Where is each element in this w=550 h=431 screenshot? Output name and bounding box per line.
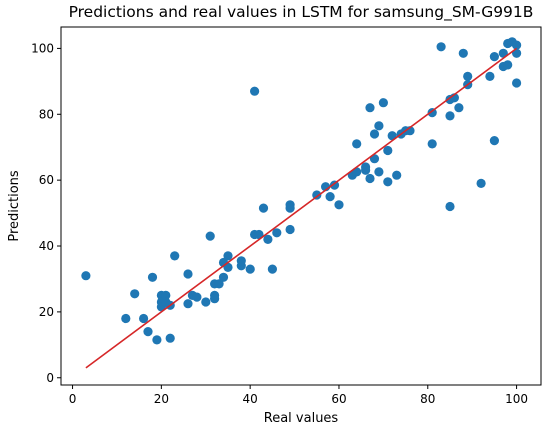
- scatter-point: [476, 178, 486, 188]
- scatter-point: [511, 40, 522, 50]
- scatter-point: [378, 98, 388, 108]
- scatter-point: [427, 108, 437, 118]
- scatter-point: [192, 292, 202, 302]
- scatter-point: [285, 224, 295, 235]
- scatter-point: [445, 111, 455, 121]
- scatter-point: [445, 201, 455, 212]
- x-tick-label: 0: [69, 392, 77, 406]
- scatter-point: [263, 234, 273, 244]
- y-tick-label: 0: [46, 371, 54, 385]
- scatter-point: [312, 190, 322, 200]
- scatter-point: [463, 71, 473, 81]
- x-tick-label: 20: [154, 392, 169, 406]
- scatter-point: [365, 173, 375, 184]
- x-tick-label: 80: [420, 392, 435, 406]
- plot-frame: [60, 26, 542, 386]
- scatter-point: [139, 313, 149, 324]
- y-tick-label: 40: [39, 239, 54, 253]
- y-tick-label: 60: [39, 173, 54, 187]
- x-tick-label: 40: [243, 392, 258, 406]
- scatter-point: [436, 42, 446, 52]
- scatter-point: [205, 231, 215, 241]
- scatter-point: [183, 269, 193, 279]
- scatter-point: [489, 136, 499, 146]
- x-tick-label: 100: [505, 392, 528, 406]
- plot-area: [81, 37, 522, 369]
- scatter-point: [458, 48, 468, 58]
- scatter-point: [369, 129, 380, 139]
- scatter-point: [130, 289, 140, 299]
- scatter-point: [329, 180, 340, 190]
- scatter-point: [147, 272, 158, 282]
- scatter-point: [258, 203, 269, 213]
- y-tick-label: 80: [39, 107, 54, 121]
- scatter-point: [374, 167, 384, 177]
- scatter-point: [250, 86, 260, 96]
- scatter-point: [454, 103, 464, 113]
- scatter-point: [392, 170, 402, 180]
- x-axis-label: Real values: [264, 411, 339, 426]
- scatter-point: [218, 272, 229, 282]
- scatter-point: [245, 264, 255, 274]
- scatter-point: [236, 256, 246, 266]
- scatter-point: [183, 299, 193, 309]
- scatter-point: [267, 264, 277, 274]
- scatter-point: [170, 251, 180, 261]
- scatter-point: [161, 290, 171, 300]
- scatter-point: [121, 313, 131, 324]
- scatter-point: [214, 279, 224, 289]
- y-axis-label: Predictions: [7, 170, 22, 242]
- scatter-point: [485, 71, 495, 81]
- scatter-point: [334, 200, 344, 210]
- scatter-point: [489, 52, 499, 62]
- scatter-point: [201, 297, 211, 307]
- scatter-point: [383, 177, 393, 187]
- y-tick-label: 20: [39, 305, 54, 319]
- scatter-point: [511, 78, 522, 88]
- x-tick-label: 60: [331, 392, 346, 406]
- scatter-point: [143, 327, 153, 337]
- scatter-point: [374, 121, 384, 131]
- axis-ticks: 0 20 40 60 80 100 0 20 40 60 80 100: [31, 41, 528, 406]
- scatter-point: [383, 145, 393, 156]
- scatter-point: [165, 333, 175, 343]
- chart-title: Predictions and real values in LSTM for …: [69, 3, 534, 22]
- scatter-point: [503, 60, 513, 70]
- scatter-point: [272, 228, 282, 238]
- scatter-point: [361, 165, 371, 175]
- scatter-point: [325, 192, 335, 202]
- scatter-point: [81, 271, 91, 281]
- scatter-point: [210, 294, 220, 304]
- scatter-point: [352, 139, 362, 149]
- scatter-point: [427, 139, 437, 149]
- scatter-point: [223, 251, 233, 261]
- scatter-point: [365, 103, 375, 113]
- y-tick-label: 100: [31, 41, 54, 55]
- scatter-point: [285, 203, 295, 213]
- fit-line: [85, 47, 518, 369]
- scatter-point: [152, 335, 162, 345]
